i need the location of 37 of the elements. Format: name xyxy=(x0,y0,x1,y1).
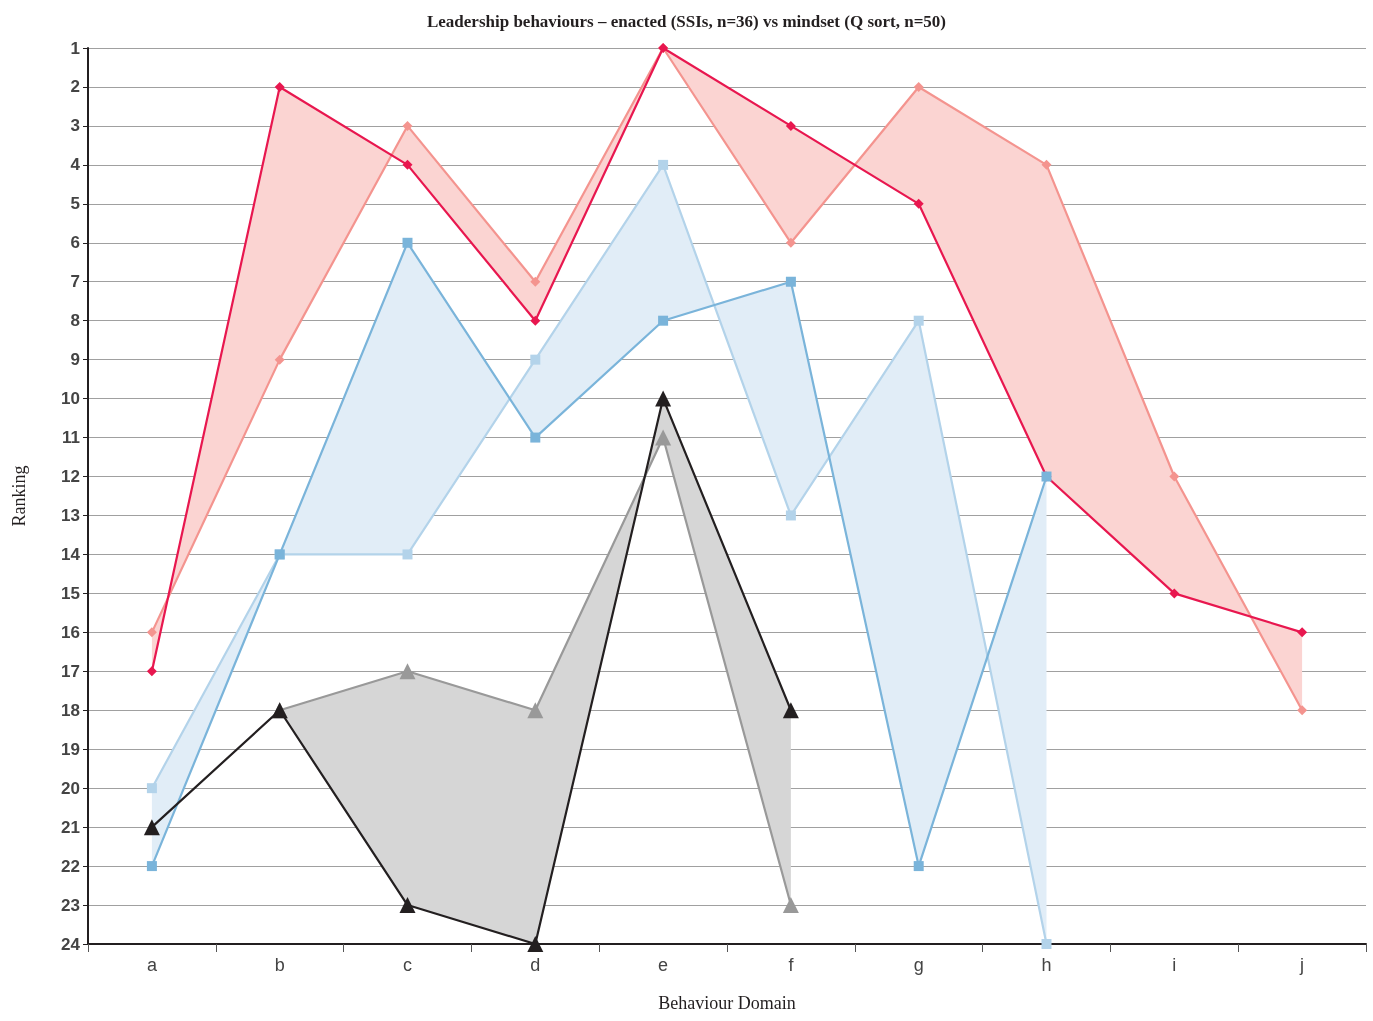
chart-title: Leadership behaviours – enacted (SSIs, n=36) vs mindset (Q sort, n=50) xyxy=(426,12,947,31)
y-tick-label: 1 xyxy=(70,38,80,58)
x-tick-label: a xyxy=(146,955,158,975)
x-tick-label: g xyxy=(913,955,924,975)
y-tick-label: 24 xyxy=(61,934,81,954)
y-axis-title: Ranking xyxy=(9,465,29,527)
y-tick-label: 4 xyxy=(70,155,81,175)
y-tick-label: 21 xyxy=(61,817,80,837)
x-tick-label: i xyxy=(1172,955,1177,975)
y-tick-label: 3 xyxy=(70,116,80,136)
y-tick-label: 22 xyxy=(61,856,80,876)
x-tick-label: b xyxy=(274,955,285,975)
y-tick-label: 18 xyxy=(61,700,80,720)
x-tick-label: c xyxy=(403,955,412,975)
y-tick-label: 17 xyxy=(61,661,80,681)
y-tick-label: 13 xyxy=(61,505,80,525)
y-tick-label: 20 xyxy=(61,778,80,798)
y-tick-label: 5 xyxy=(70,194,80,214)
x-tick-label: j xyxy=(1299,955,1305,975)
x-tick-label: e xyxy=(658,955,669,975)
y-tick-label: 2 xyxy=(70,77,80,97)
y-tick-label: 8 xyxy=(70,311,80,331)
y-tick-label: 14 xyxy=(61,544,81,564)
y-tick-label: 15 xyxy=(61,583,80,603)
y-tick-label: 16 xyxy=(61,622,80,642)
x-axis-title: Behaviour Domain xyxy=(658,993,796,1013)
y-tick-label: 11 xyxy=(62,428,80,448)
y-tick-label: 10 xyxy=(61,389,80,409)
y-tick-label: 23 xyxy=(61,895,80,915)
x-tick-label: d xyxy=(530,955,541,975)
y-tick-label: 19 xyxy=(61,739,80,759)
y-tick-label: 9 xyxy=(70,350,80,370)
x-tick-label: f xyxy=(788,955,795,975)
y-tick-label: 6 xyxy=(70,233,80,253)
y-tick-label: 12 xyxy=(61,467,80,487)
x-tick-label: h xyxy=(1041,955,1052,975)
y-tick-label: 7 xyxy=(70,272,80,292)
